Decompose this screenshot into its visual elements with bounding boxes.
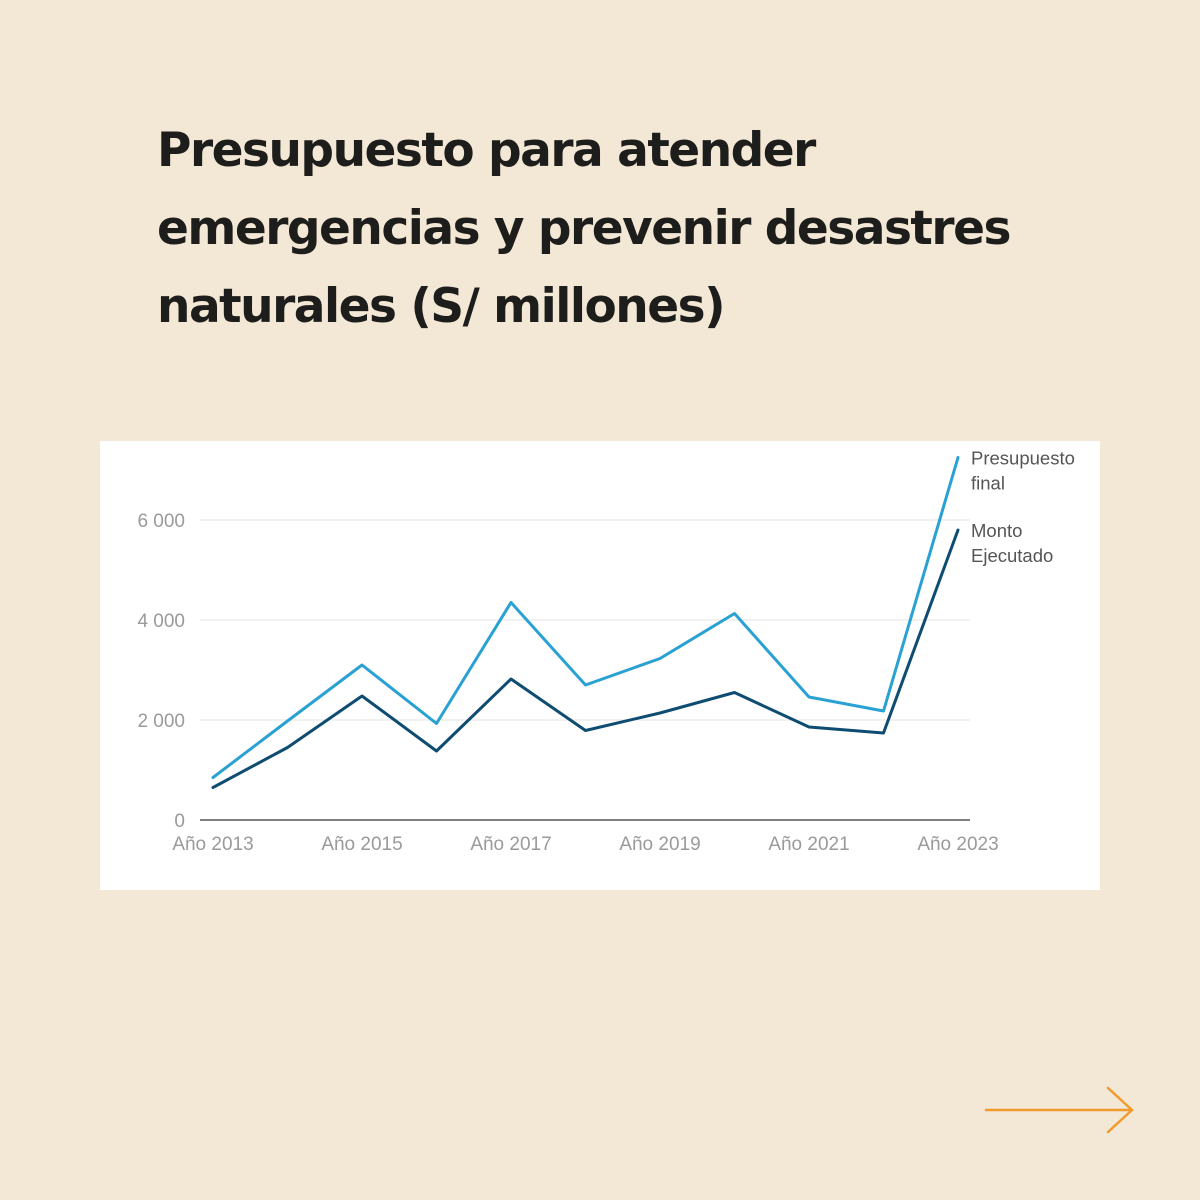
x-tick-label: Año 2013 bbox=[172, 834, 253, 855]
line-chart: 0 2 000 4 000 6 000 Año 2013 Año 2015 Año 2017… bbox=[137, 448, 1075, 856]
line-chart-card: 0 2 000 4 000 6 000 Año 2013 Año 2015 Año 2017… bbox=[100, 441, 1100, 890]
title-line: naturales (S/ millones) bbox=[157, 279, 726, 334]
y-tick-label: 0 bbox=[174, 811, 185, 832]
y-tick-label: 4 000 bbox=[137, 611, 185, 632]
gridlines bbox=[200, 519, 970, 721]
series-line-presupuesto-final bbox=[211, 456, 960, 779]
series-label: Presupuesto bbox=[971, 448, 1075, 469]
series-label: final bbox=[971, 473, 1005, 494]
x-tick-label: Año 2021 bbox=[768, 834, 849, 855]
title-line: emergencias y prevenir desastres bbox=[157, 201, 1011, 256]
next-slide-button[interactable] bbox=[984, 1086, 1136, 1134]
page-title: Presupuesto para atender emergencias y p… bbox=[157, 112, 1117, 346]
series-labels: Presupuesto final Monto Ejecutado bbox=[971, 448, 1075, 567]
axes: 0 2 000 4 000 6 000 Año 2013 Año 2015 Año 2017… bbox=[137, 511, 998, 855]
series-label: Monto bbox=[971, 520, 1022, 541]
series-label: Ejecutado bbox=[971, 545, 1053, 566]
y-tick-label: 2 000 bbox=[137, 711, 185, 732]
series-line-monto-ejecutado bbox=[211, 528, 960, 789]
title-line: Presupuesto para atender bbox=[157, 123, 816, 178]
x-tick-label: Año 2017 bbox=[470, 834, 551, 855]
series-lines bbox=[211, 456, 960, 789]
x-tick-label: Año 2023 bbox=[917, 834, 998, 855]
arrow-right-icon bbox=[984, 1086, 1134, 1134]
x-tick-label: Año 2019 bbox=[619, 834, 700, 855]
x-tick-label: Año 2015 bbox=[321, 834, 402, 855]
y-tick-label: 6 000 bbox=[137, 511, 185, 532]
